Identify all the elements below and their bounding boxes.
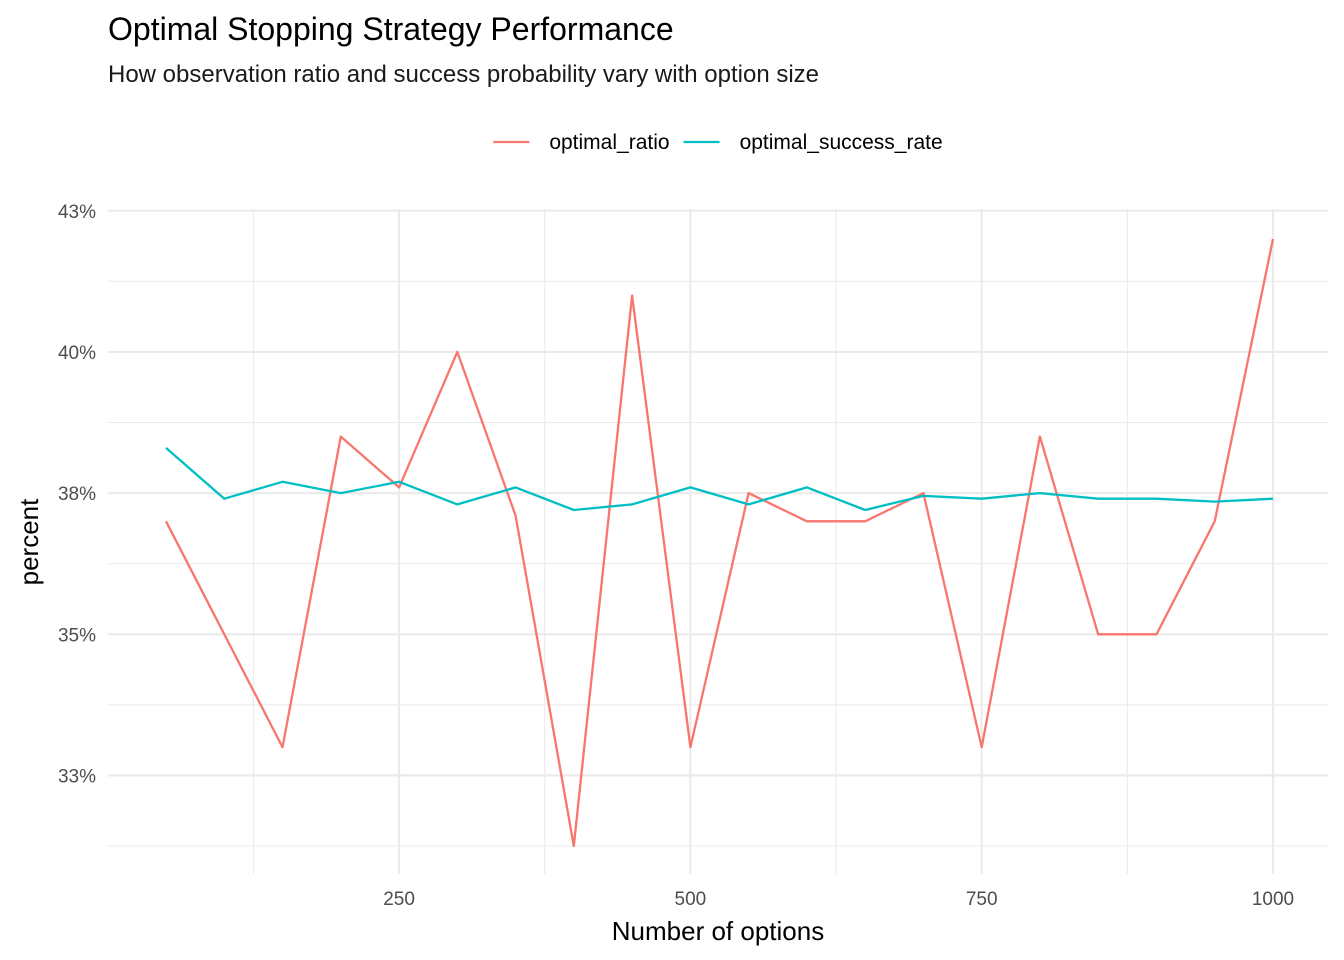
y-tick-label: 33% (58, 766, 96, 787)
major-grid-vertical (397, 209, 1275, 874)
x-tick-label: 1000 (1252, 889, 1294, 910)
series-line-optimal-ratio (164, 238, 1275, 848)
legend-label: optimal_ratio (549, 131, 669, 154)
series-layer (164, 238, 1275, 848)
minor-grid-vertical (252, 209, 1128, 874)
x-tick-label: 750 (966, 889, 998, 910)
legend-item-optimal-success-rate: optimal_success_rate (683, 131, 943, 154)
x-axis-ticks: 250 500 750 1000 (383, 889, 1294, 910)
y-tick-label: 38% (58, 484, 96, 505)
legend-item-optimal-ratio: optimal_ratio (493, 131, 670, 154)
y-tick-label: 35% (58, 625, 96, 646)
legend-label: optimal_success_rate (740, 131, 943, 154)
x-tick-label: 250 (383, 889, 415, 910)
minor-grid-horizontal (108, 280, 1328, 847)
y-tick-label: 40% (58, 343, 96, 364)
major-grid-horizontal (108, 209, 1328, 777)
series-line-optimal-success-rate (165, 447, 1274, 512)
y-axis-ticks: 33% 35% 38% 40% 43% (58, 202, 96, 788)
x-tick-label: 500 (675, 889, 707, 910)
y-tick-label: 43% (58, 202, 96, 223)
legend: optimal_ratio optimal_success_rate (493, 131, 943, 154)
chart-subtitle: How observation ratio and success probab… (108, 61, 819, 88)
x-axis-title: Number of options (612, 916, 824, 946)
y-axis-title: percent (14, 498, 44, 585)
chart-title: Optimal Stopping Strategy Performance (108, 11, 674, 47)
